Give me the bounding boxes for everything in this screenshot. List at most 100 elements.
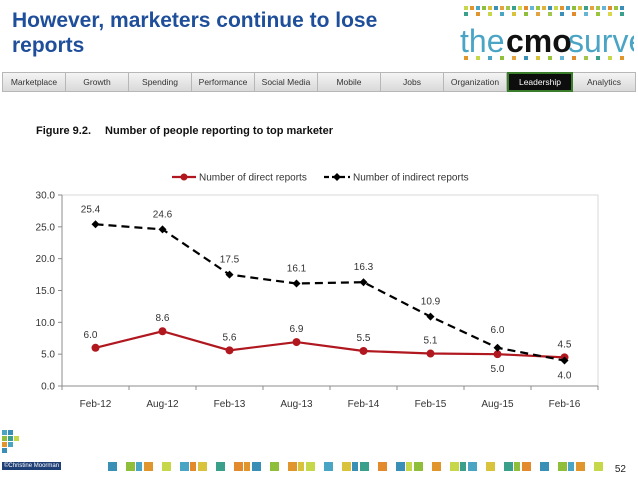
- footer-square: [288, 462, 297, 471]
- legend-marker-indirect-reports: [333, 173, 341, 181]
- data-point-indirect-reports: [225, 270, 234, 279]
- data-point-indirect-reports: [493, 343, 502, 352]
- footer-square: [396, 462, 405, 471]
- logo-dot-grid: [464, 6, 624, 16]
- data-label-indirect-reports: 10.9: [421, 297, 441, 308]
- data-point-indirect-reports: [426, 312, 435, 321]
- footer-square: [108, 462, 117, 471]
- copyright-text: ©Christine Moorman: [2, 462, 62, 470]
- footer-square: [216, 462, 225, 471]
- figure-number: Figure 9.2.: [36, 125, 92, 137]
- nav-item-social-media[interactable]: Social Media: [255, 72, 318, 92]
- slide-title: However, marketers continue to lose repo…: [12, 9, 378, 57]
- y-tick-label: 20.0: [36, 254, 56, 265]
- page-number: 52: [614, 464, 626, 475]
- footer-square: [468, 462, 477, 471]
- figure-caption-text: Number of people reporting to top market…: [105, 125, 333, 137]
- nav-item-organization[interactable]: Organization: [444, 72, 507, 92]
- data-label-direct-reports: 4.5: [558, 339, 572, 350]
- data-label-direct-reports: 6.0: [84, 330, 98, 341]
- data-label-indirect-reports: 16.1: [287, 263, 307, 274]
- footer-square: [306, 462, 315, 471]
- data-label-indirect-reports: 25.4: [81, 204, 101, 215]
- footer-square: [234, 462, 243, 471]
- footer-corner-square: [8, 430, 13, 435]
- footer-decoration: [2, 430, 603, 471]
- footer-square: [558, 462, 567, 471]
- x-tick-label: Feb-12: [80, 399, 112, 410]
- footer-corner-square: [2, 430, 7, 435]
- x-tick-label: Aug-15: [481, 399, 514, 410]
- footer-corner-square: [14, 436, 19, 441]
- logo-dot-grid-bottom: [464, 56, 624, 60]
- footer-square: [594, 462, 603, 471]
- footer-square: [414, 462, 423, 471]
- nav-item-mobile[interactable]: Mobile: [318, 72, 381, 92]
- data-point-indirect-reports: [91, 220, 100, 229]
- footer-square: [252, 462, 261, 471]
- data-label-indirect-reports: 17.5: [220, 255, 240, 266]
- plot-frame: [61, 194, 599, 387]
- data-point-direct-reports: [426, 349, 435, 358]
- footer-square: [450, 462, 459, 471]
- data-label-indirect-reports: 24.6: [153, 209, 173, 220]
- footer-corner-square: [8, 436, 13, 441]
- footer-corner-square: [8, 442, 13, 447]
- series-line-direct-reports: [95, 330, 565, 359]
- series-line-indirect-reports: [95, 223, 565, 362]
- nav-item-jobs[interactable]: Jobs: [381, 72, 444, 92]
- footer-square: [324, 462, 333, 471]
- x-tick-label: Feb-14: [348, 399, 380, 410]
- nav-item-marketplace[interactable]: Marketplace: [2, 72, 66, 92]
- footer-square: [522, 462, 531, 471]
- data-point-indirect-reports: [158, 225, 167, 234]
- footer-square: [270, 462, 279, 471]
- nav-item-performance[interactable]: Performance: [192, 72, 255, 92]
- footer-square: [180, 462, 189, 471]
- footer-corner-square: [2, 448, 7, 453]
- footer-square: [576, 462, 585, 471]
- logo-text-cmo: cmo: [506, 23, 572, 59]
- data-point-direct-reports: [359, 346, 368, 355]
- data-point-direct-reports: [292, 338, 301, 347]
- footer-square: [144, 462, 153, 471]
- data-label-direct-reports: 6.9: [290, 324, 304, 335]
- section-nav: Marketplace Growth Spending Performance …: [2, 72, 636, 92]
- footer-square: [432, 462, 441, 471]
- data-label-direct-reports: 8.6: [156, 313, 170, 324]
- y-tick-label: 10.0: [36, 318, 56, 329]
- footer-corner-square: [2, 442, 7, 447]
- footer-square: [568, 462, 574, 471]
- figure-caption: Figure 9.2. Number of people reporting to…: [36, 125, 333, 137]
- footer-square: [360, 462, 369, 471]
- nav-item-growth[interactable]: Growth: [66, 72, 129, 92]
- data-label-direct-reports: 5.6: [223, 332, 237, 343]
- legend-marker-direct-reports: [180, 173, 188, 181]
- nav-item-analytics[interactable]: Analytics: [573, 72, 636, 92]
- footer-square: [342, 462, 351, 471]
- footer-square: [352, 462, 358, 471]
- data-point-direct-reports: [158, 327, 167, 336]
- x-tick-label: Feb-16: [549, 399, 581, 410]
- footer-square: [378, 462, 387, 471]
- footer-square: [298, 462, 304, 471]
- footer-square: [486, 462, 495, 471]
- y-tick-label: 5.0: [41, 350, 55, 361]
- data-point-direct-reports: [225, 346, 234, 355]
- footer-square: [198, 462, 207, 471]
- y-tick-label: 25.0: [36, 222, 56, 233]
- data-label-direct-reports: 5.5: [357, 333, 371, 344]
- x-tick-label: Aug-12: [146, 399, 179, 410]
- footer-square: [460, 462, 466, 471]
- footer-square: [136, 462, 142, 471]
- data-point-indirect-reports: [359, 278, 368, 287]
- nav-item-spending[interactable]: Spending: [129, 72, 192, 92]
- footer-square: [514, 462, 520, 471]
- legend-label-indirect-reports: Number of indirect reports: [353, 173, 469, 184]
- cmo-survey-logo: the cmo survey: [460, 6, 634, 60]
- data-label-indirect-reports: 6.0: [491, 325, 505, 336]
- nav-item-leadership[interactable]: Leadership: [507, 72, 573, 92]
- line-chart: 0.0 5.0 10.0 15.0 20.0 25.0 30.0 Feb-12 Aug-12 Fe…: [36, 173, 599, 410]
- legend-label-direct-reports: Number of direct reports: [199, 173, 307, 184]
- data-point-indirect-reports: [560, 356, 569, 365]
